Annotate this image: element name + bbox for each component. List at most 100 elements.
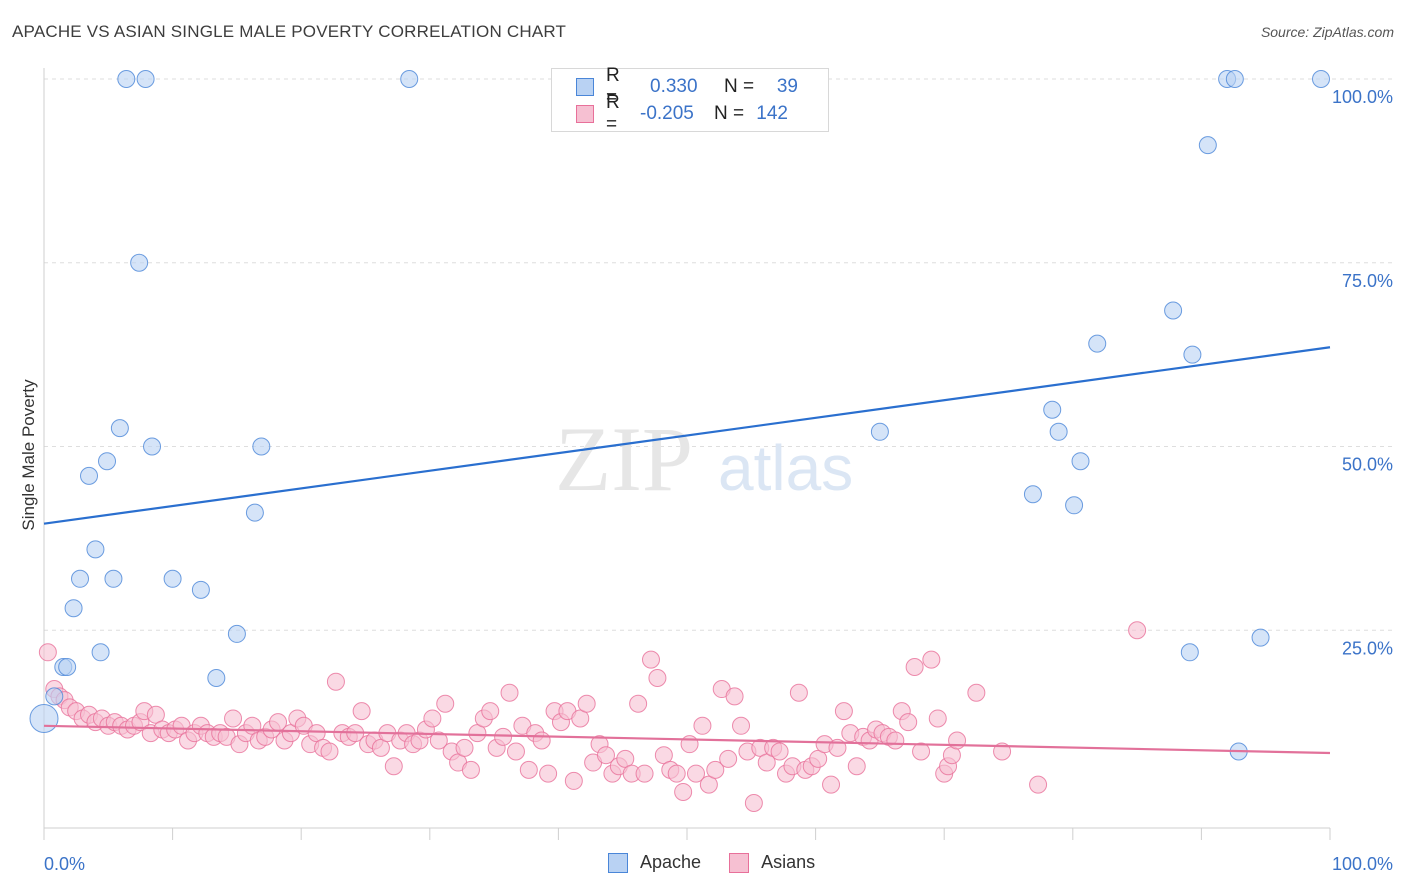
- tick-labels: 25.0% 50.0% 75.0% 100.0% 0.0% 100.0%: [44, 87, 1393, 874]
- apache-point: [86, 540, 105, 559]
- apache-point: [1043, 400, 1062, 419]
- apache-point: [163, 569, 182, 588]
- asians-swatch: [729, 852, 750, 873]
- apache-point: [1065, 496, 1084, 515]
- asians-point: [648, 669, 667, 688]
- asians-point: [912, 742, 931, 761]
- apache-point: [130, 253, 149, 272]
- asians-point: [719, 749, 738, 768]
- apache-point: [143, 437, 162, 456]
- n-label: N =: [714, 103, 745, 124]
- apache-point: [207, 669, 226, 688]
- legend-row-asians: R = -0.205 N = 142: [576, 92, 788, 135]
- asians-point: [732, 716, 751, 735]
- apache-point: [117, 70, 136, 88]
- asians-point: [461, 760, 480, 779]
- apache-point: [29, 703, 59, 733]
- asians-points: [38, 621, 1147, 812]
- x-tick-label: 0.0%: [44, 854, 85, 874]
- apache-trend-line: [43, 346, 1331, 525]
- asians-point: [641, 650, 660, 669]
- legend-item-asians[interactable]: Asians: [729, 852, 815, 873]
- asians-point: [687, 764, 706, 783]
- asians-point: [847, 757, 866, 776]
- asians-point: [667, 764, 686, 783]
- watermark-atlas: atlas: [718, 432, 853, 504]
- apache-point: [1225, 70, 1244, 88]
- apache-point: [80, 466, 99, 485]
- apache-point: [91, 643, 110, 662]
- apache-point: [252, 437, 271, 456]
- apache-point: [1251, 628, 1270, 647]
- apache-point: [1311, 70, 1330, 88]
- asians-point: [680, 735, 699, 754]
- asians-point: [423, 709, 442, 728]
- asians-point: [922, 650, 941, 669]
- axes: [43, 68, 1331, 840]
- apache-point: [58, 658, 77, 676]
- asians-point: [1029, 775, 1048, 794]
- n-value: 142: [756, 103, 788, 124]
- asians-point: [384, 757, 403, 776]
- apache-point: [1088, 334, 1107, 353]
- r-value: 0.330: [650, 76, 698, 97]
- asians-point: [564, 771, 583, 790]
- apache-point: [71, 569, 90, 588]
- asians-point: [948, 731, 967, 750]
- asians-point: [38, 643, 57, 662]
- apache-point: [64, 599, 83, 618]
- y-axis-label: Single Male Poverty: [19, 379, 38, 531]
- apache-points: [29, 70, 1330, 761]
- asians-point: [1128, 621, 1147, 640]
- asians-point: [834, 702, 853, 721]
- asians-point: [770, 742, 789, 761]
- watermark: ZIP atlas: [555, 408, 853, 510]
- apache-point: [870, 422, 889, 441]
- y-tick-label: 25.0%: [1342, 638, 1393, 658]
- apache-point: [1180, 643, 1199, 662]
- asians-point: [993, 742, 1012, 761]
- asians-point: [519, 760, 538, 779]
- stats-legend: R = 0.330 N = 39 R = -0.205 N = 142: [551, 65, 829, 135]
- asians-point: [744, 793, 763, 812]
- asians-point: [886, 731, 905, 750]
- asians-point: [928, 709, 947, 728]
- apache-point: [1023, 485, 1042, 504]
- asians-point: [506, 742, 525, 761]
- legend-row-apache: R = 0.330 N = 39: [576, 65, 798, 108]
- y-tick-label: 100.0%: [1332, 87, 1393, 107]
- legend-label-asians: Asians: [761, 852, 816, 872]
- asians-point: [224, 709, 243, 728]
- series-legend: Apache Asians: [608, 852, 843, 873]
- apache-swatch: [576, 78, 594, 96]
- asians-point: [320, 742, 339, 761]
- chart-title: APACHE VS ASIAN SINGLE MALE POVERTY CORR…: [12, 22, 567, 41]
- apache-point: [1198, 136, 1217, 155]
- asians-point: [326, 672, 345, 691]
- apache-point: [245, 503, 264, 522]
- watermark-zip: ZIP: [555, 408, 693, 510]
- legend-label-apache: Apache: [640, 852, 702, 872]
- asians-point: [899, 713, 918, 732]
- source-label: Source: ZipAtlas.com: [1260, 24, 1394, 40]
- asians-trend-line: [43, 724, 1331, 755]
- r-value: -0.205: [640, 103, 694, 124]
- asians-point: [596, 746, 615, 765]
- apache-point: [400, 70, 419, 88]
- asians-point: [577, 694, 596, 713]
- apache-point: [104, 569, 123, 588]
- asians-point: [455, 738, 474, 757]
- r-label: R =: [606, 65, 620, 108]
- asians-point: [481, 702, 500, 721]
- apache-point: [110, 419, 129, 438]
- asians-point: [725, 687, 744, 706]
- y-tick-label: 75.0%: [1342, 271, 1393, 291]
- asians-point: [822, 775, 841, 794]
- asians-point: [494, 727, 513, 746]
- asians-swatch: [576, 105, 594, 123]
- asians-point: [674, 782, 693, 801]
- apache-point: [227, 624, 246, 643]
- asians-point: [967, 683, 986, 702]
- asians-point: [352, 702, 371, 721]
- legend-item-apache[interactable]: Apache: [608, 852, 701, 873]
